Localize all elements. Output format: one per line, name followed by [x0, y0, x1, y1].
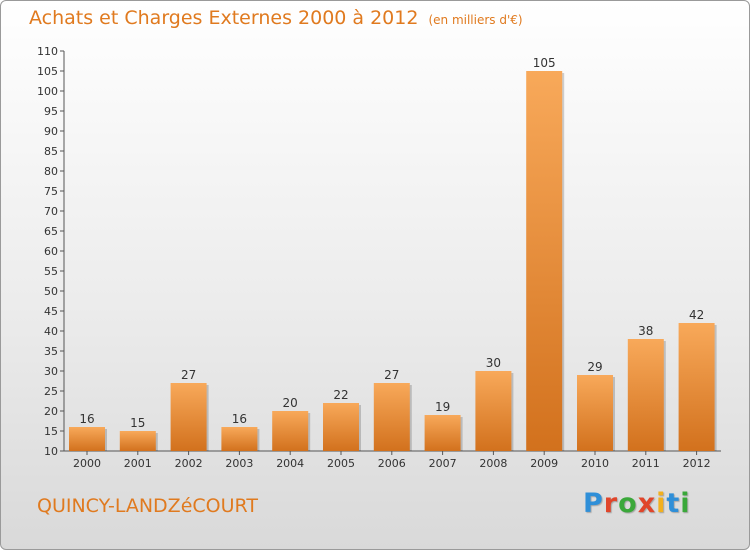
bar-2007: [424, 415, 461, 451]
bar-2012: [678, 323, 715, 451]
x-tick-label: 2006: [378, 457, 406, 470]
x-tick-label: 2012: [683, 457, 711, 470]
x-tick-label: 2005: [327, 457, 355, 470]
proxiti-logo: Proxiti: [583, 488, 691, 519]
x-tick-label: 2007: [429, 457, 457, 470]
data-label: 27: [384, 368, 399, 382]
y-tick-label: 35: [44, 345, 58, 358]
chart-subtitle: (en milliers d'€): [428, 13, 523, 27]
y-tick-label: 15: [44, 425, 58, 438]
data-label: 27: [181, 368, 196, 382]
y-tick-label: 45: [44, 305, 58, 318]
data-label: 30: [486, 356, 501, 370]
bar-2010: [577, 375, 613, 451]
x-tick-label: 2010: [581, 457, 609, 470]
data-label: 29: [587, 360, 602, 374]
x-tick-label: 2009: [530, 457, 558, 470]
x-tick-label: 2000: [73, 457, 101, 470]
x-tick-label: 2003: [225, 457, 253, 470]
y-tick-label: 40: [44, 325, 58, 338]
data-label: 20: [283, 396, 298, 410]
logo-letter: o: [618, 488, 638, 519]
logo-letter: x: [637, 488, 657, 519]
logo-letter: P: [583, 488, 604, 519]
y-tick-label: 105: [37, 65, 58, 78]
y-tick-label: 85: [44, 145, 58, 158]
y-tick-label: 90: [44, 125, 58, 138]
chart-title-text: Achats et Charges Externes 2000 à 2012: [29, 7, 419, 29]
y-tick-label: 65: [44, 225, 58, 238]
y-tick-label: 70: [44, 205, 58, 218]
data-label: 42: [689, 308, 704, 322]
y-tick-label: 110: [37, 45, 58, 58]
y-tick-label: 30: [44, 365, 58, 378]
y-axis: 10 15 20 25 30 35 40 45 50 55 60 65 70 75 80 85 90 95 100 1…: [37, 45, 65, 458]
data-label: 38: [638, 324, 653, 338]
data-label: 16: [79, 412, 94, 426]
bar-2006: [373, 383, 410, 451]
y-tick-label: 75: [44, 185, 58, 198]
bar-2004: [272, 411, 309, 451]
y-tick-label: 25: [44, 385, 58, 398]
x-tick-label: 2008: [479, 457, 507, 470]
data-label: 19: [435, 400, 450, 414]
data-label: 22: [333, 388, 348, 402]
data-label: 105: [533, 56, 556, 70]
y-tick-label: 100: [37, 85, 58, 98]
bar-2009: [526, 71, 563, 451]
bar-2002: [170, 383, 207, 451]
logo-letter: i: [656, 488, 667, 519]
bar-2008: [475, 371, 512, 451]
y-tick-label: 80: [44, 165, 58, 178]
data-label: 15: [130, 416, 145, 430]
y-tick-label: 20: [44, 405, 58, 418]
y-tick-label: 10: [44, 445, 58, 458]
bars: 16 15 27 16 20 22 27 19 30 105 29 38 42: [69, 56, 717, 451]
y-tick-label: 50: [44, 285, 58, 298]
bar-2003: [221, 427, 258, 451]
chart-title: Achats et Charges Externes 2000 à 2012 (e…: [29, 7, 523, 29]
logo-letter: r: [603, 488, 619, 519]
x-tick-label: 2011: [632, 457, 660, 470]
x-axis: 2000 2001 2002 2003 2004 2005 2006 2007 2008 2009…: [64, 450, 721, 470]
y-tick-label: 95: [44, 105, 58, 118]
bar-2000: [69, 427, 105, 451]
x-tick-label: 2004: [276, 457, 304, 470]
logo-letter: t: [666, 488, 681, 519]
x-tick-label: 2002: [175, 457, 203, 470]
bar-2001: [119, 431, 156, 451]
logo-letter: i: [680, 488, 691, 519]
y-tick-label: 55: [44, 265, 58, 278]
data-label: 16: [232, 412, 247, 426]
bar-2005: [323, 403, 359, 451]
commune-name: QUINCY-LANDZéCOURT: [37, 495, 258, 517]
bar-2011: [627, 339, 664, 451]
x-tick-label: 2001: [124, 457, 152, 470]
y-tick-label: 60: [44, 245, 58, 258]
